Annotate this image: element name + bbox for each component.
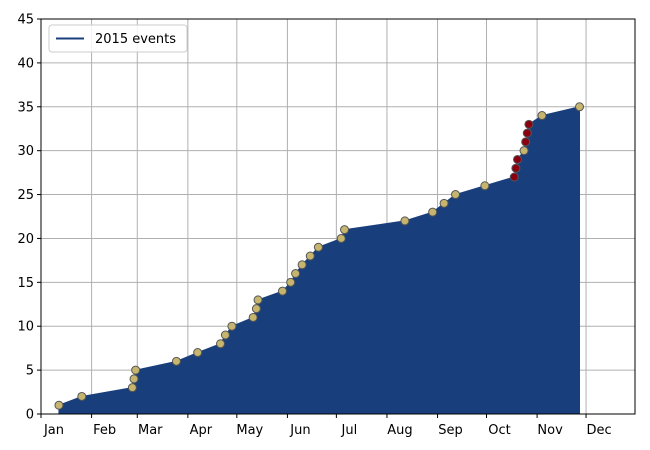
data-point <box>450 190 460 200</box>
data-point <box>297 260 307 270</box>
x-tick-label: Jun <box>289 423 310 438</box>
data-point <box>439 198 449 208</box>
x-tick-label: Jan <box>43 423 64 438</box>
data-point <box>171 356 181 366</box>
x-tick-label: Sep <box>438 423 463 438</box>
data-point <box>227 321 237 331</box>
data-point <box>340 225 350 235</box>
highlighted-data-point <box>524 119 534 129</box>
x-tick-label: Dec <box>586 423 611 438</box>
y-tick-label: 20 <box>17 232 34 247</box>
data-point <box>313 242 323 252</box>
data-point <box>575 102 585 112</box>
x-tick-label: Feb <box>93 423 116 438</box>
y-tick-label: 45 <box>17 13 34 28</box>
plot-frame <box>40 18 636 415</box>
y-tick-label: 10 <box>17 320 34 335</box>
data-point <box>278 286 288 296</box>
y-tick-label: 15 <box>17 276 34 291</box>
axis-ticks: 0 5 10 15 20 25 30 35 40 45 Jan Feb Mar Apr May Jun Jul A… <box>17 13 611 439</box>
y-tick-label: 0 <box>26 408 34 423</box>
data-point <box>519 146 529 156</box>
y-tick-label: 25 <box>17 188 34 203</box>
x-tick-label: Oct <box>488 423 510 438</box>
legend-label: 2015 events <box>95 32 176 47</box>
data-point <box>253 295 263 305</box>
highlighted-data-point <box>511 163 521 173</box>
data-point <box>77 391 87 401</box>
data-point <box>286 277 296 287</box>
x-tick-label: Apr <box>190 423 213 438</box>
data-point <box>193 348 203 358</box>
legend: 2015 events <box>48 24 188 53</box>
data-point <box>127 383 137 393</box>
data-point <box>537 111 547 121</box>
data-point <box>54 400 64 410</box>
legend-box <box>48 24 188 53</box>
data-point <box>131 365 141 375</box>
highlighted-data-point <box>522 128 532 138</box>
data-point <box>291 269 301 279</box>
highlighted-data-point <box>521 137 531 147</box>
data-point <box>480 181 490 191</box>
x-tick-label: Aug <box>387 423 412 438</box>
data-point <box>336 233 346 243</box>
y-tick-label: 5 <box>26 364 34 379</box>
data-point <box>220 330 230 340</box>
y-tick-label: 30 <box>17 144 34 159</box>
highlighted-data-point <box>513 154 523 164</box>
data-point <box>251 304 261 314</box>
x-tick-label: May <box>236 423 263 438</box>
data-point <box>305 251 315 261</box>
y-tick-label: 35 <box>17 100 34 115</box>
x-tick-label: Jul <box>341 423 358 438</box>
data-point <box>400 216 410 226</box>
x-tick-label: Nov <box>537 423 563 438</box>
series-markers <box>54 102 585 410</box>
data-point <box>428 207 438 217</box>
x-tick-label: Mar <box>138 423 163 438</box>
y-tick-label: 40 <box>17 56 34 71</box>
highlighted-data-point <box>509 172 519 182</box>
data-point <box>129 374 139 384</box>
data-point <box>216 339 226 349</box>
data-point <box>248 312 258 322</box>
